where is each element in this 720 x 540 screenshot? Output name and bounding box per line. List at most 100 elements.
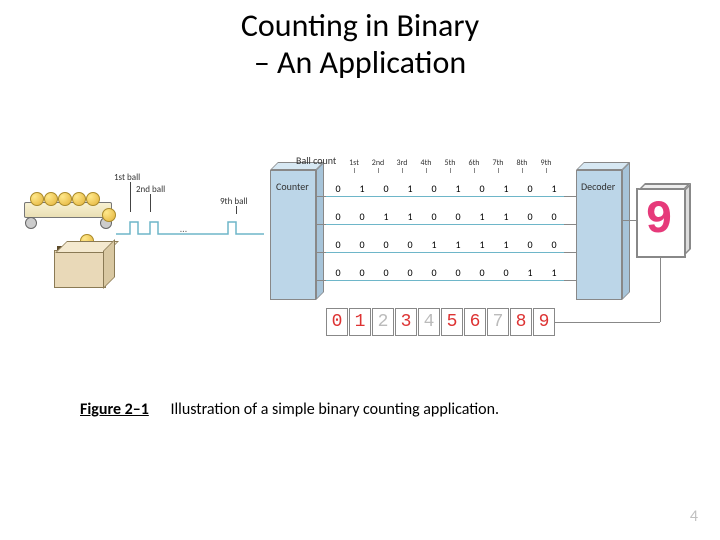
bit-cell: 1 bbox=[422, 238, 446, 251]
seg-digit: 6 bbox=[464, 308, 486, 336]
bit-cell: 0 bbox=[326, 238, 350, 251]
wire bbox=[564, 280, 576, 281]
bit-cell: 0 bbox=[326, 266, 350, 279]
bit-cell: 0 bbox=[422, 266, 446, 279]
wire bbox=[660, 258, 661, 322]
bit-cell: 1 bbox=[518, 266, 542, 279]
seg-digit: 2 bbox=[372, 308, 394, 336]
bit-cell: 1 bbox=[398, 182, 422, 195]
bit-cell: 0 bbox=[446, 266, 470, 279]
bit-cell: 0 bbox=[470, 182, 494, 195]
seg-digit: 4 bbox=[418, 308, 440, 336]
seg-digit: 8 bbox=[510, 308, 532, 336]
seven-seg-value: 9 bbox=[636, 188, 682, 254]
bit-cell: 1 bbox=[494, 238, 518, 251]
figure: 1st ball 2nd ball 9th ball … Counter Bal… bbox=[24, 140, 696, 370]
ball-icon bbox=[86, 192, 100, 206]
wire bbox=[316, 224, 326, 225]
seg-digit: 1 bbox=[349, 308, 371, 336]
bit-cell: 1 bbox=[494, 210, 518, 223]
title-line-1: Counting in Binary bbox=[241, 6, 479, 45]
col-hdr: 9th bbox=[534, 158, 558, 168]
bit-cell: 0 bbox=[398, 238, 422, 251]
wire bbox=[564, 252, 576, 253]
bit-cell: 0 bbox=[374, 182, 398, 195]
title-line-2: – An Application bbox=[254, 43, 466, 82]
figure-caption-text: Illustration of a simple binary counting… bbox=[170, 400, 499, 419]
bit-cell: 0 bbox=[350, 266, 374, 279]
bit-cell: 0 bbox=[422, 210, 446, 223]
bit-cell: 1 bbox=[494, 182, 518, 195]
box-icon bbox=[54, 250, 106, 288]
ball-count-label: Ball count bbox=[296, 154, 336, 167]
counter-label: Counter bbox=[276, 180, 309, 193]
bit-cell: 0 bbox=[518, 210, 542, 223]
bit-cell: 0 bbox=[542, 238, 566, 251]
ball-icon bbox=[72, 192, 86, 206]
col-hdr: 7th bbox=[486, 158, 510, 168]
leader-line bbox=[130, 182, 131, 212]
label-1st-ball: 1st ball bbox=[114, 172, 140, 183]
ball-icon bbox=[30, 192, 44, 206]
seg-digit: 7 bbox=[487, 308, 509, 336]
bit-cell: 0 bbox=[350, 210, 374, 223]
wire bbox=[622, 220, 636, 221]
pulse-train-icon: … bbox=[116, 212, 266, 242]
figure-caption: Figure 2–1 Illustration of a simple bina… bbox=[80, 400, 499, 419]
col-hdr: 2nd bbox=[366, 158, 390, 168]
ball-icon bbox=[44, 192, 58, 206]
figure-label: Figure 2–1 bbox=[80, 400, 149, 419]
bit-cell: 1 bbox=[350, 182, 374, 195]
seg-digit: 9 bbox=[533, 308, 555, 336]
bit-cell: 1 bbox=[542, 266, 566, 279]
decoder-label: Decoder bbox=[581, 180, 615, 193]
falling-ball-icon bbox=[102, 208, 116, 222]
bit-cell: 0 bbox=[470, 266, 494, 279]
seg-digit: 3 bbox=[395, 308, 417, 336]
wire bbox=[564, 224, 576, 225]
svg-text:…: … bbox=[180, 222, 187, 235]
col-hdr: 5th bbox=[438, 158, 462, 168]
bit-cell: 1 bbox=[470, 210, 494, 223]
bit-cell: 0 bbox=[350, 238, 374, 251]
wire bbox=[316, 280, 326, 281]
bit-cell: 0 bbox=[446, 210, 470, 223]
bit-row-line bbox=[316, 280, 576, 281]
bit-cell: 1 bbox=[542, 182, 566, 195]
bit-row-line bbox=[316, 196, 576, 197]
roller-icon bbox=[25, 217, 37, 229]
bit-cell: 0 bbox=[518, 238, 542, 251]
bit-cell: 0 bbox=[374, 266, 398, 279]
bit-cell: 0 bbox=[326, 210, 350, 223]
bit-cell: 1 bbox=[374, 210, 398, 223]
seg-digit: 5 bbox=[441, 308, 463, 336]
bit-row-line bbox=[316, 224, 576, 225]
label-9th-ball: 9th ball bbox=[220, 196, 248, 207]
wire bbox=[316, 252, 326, 253]
bit-cell: 1 bbox=[446, 238, 470, 251]
col-hdr: 3rd bbox=[390, 158, 414, 168]
seg-digit: 0 bbox=[326, 308, 348, 336]
wire bbox=[316, 196, 326, 197]
slide-title: Counting in Binary – An Application bbox=[0, 8, 720, 82]
bit-cell: 0 bbox=[422, 182, 446, 195]
bit-cell: 1 bbox=[398, 210, 422, 223]
bit-cell: 0 bbox=[518, 182, 542, 195]
bit-row-line bbox=[316, 252, 576, 253]
bit-cell: 0 bbox=[374, 238, 398, 251]
wire bbox=[564, 196, 576, 197]
bit-cell: 1 bbox=[446, 182, 470, 195]
ball-icon bbox=[58, 192, 72, 206]
bit-cell: 0 bbox=[542, 210, 566, 223]
wire bbox=[554, 322, 660, 323]
leader-line bbox=[150, 194, 151, 212]
bit-cell: 0 bbox=[398, 266, 422, 279]
col-hdr: 8th bbox=[510, 158, 534, 168]
col-hdr: 4th bbox=[414, 158, 438, 168]
bit-cell: 0 bbox=[494, 266, 518, 279]
slide: Counting in Binary – An Application 1st … bbox=[0, 0, 720, 540]
col-hdr: 6th bbox=[462, 158, 486, 168]
page-number: 4 bbox=[690, 507, 698, 526]
bit-cell: 1 bbox=[470, 238, 494, 251]
bit-cell: 0 bbox=[326, 182, 350, 195]
